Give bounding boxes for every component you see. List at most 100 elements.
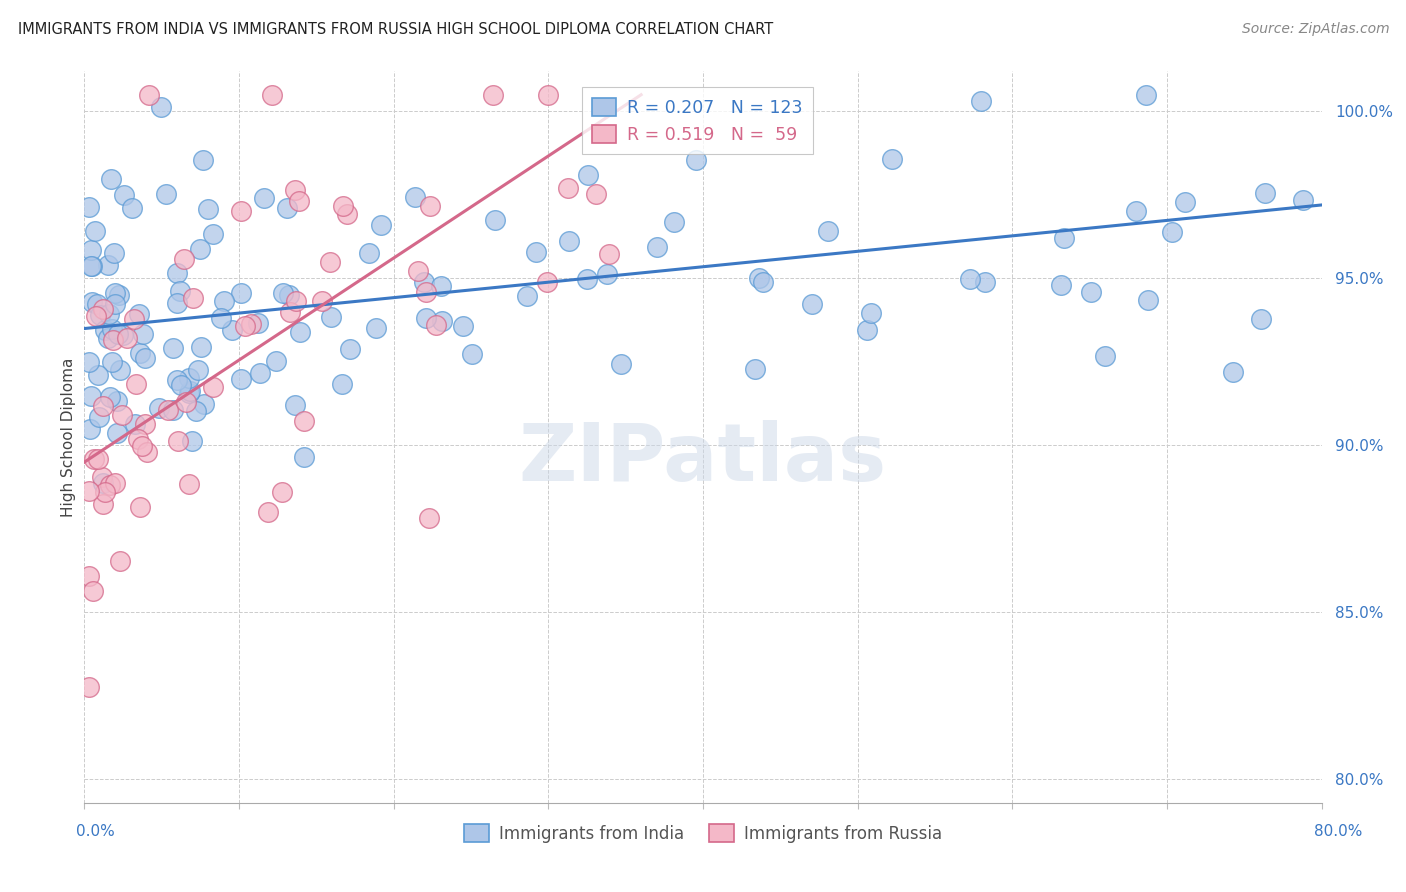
Point [87, 368, 110, 383]
Point [370, 219, 392, 233]
Point [93, 399, 115, 413]
Point [98, 478, 121, 492]
Point [180, 434, 202, 448]
Point [419, 199, 441, 213]
Point [290, 325, 312, 339]
Point [103, 246, 125, 260]
Point [404, 190, 426, 204]
Point [332, 199, 354, 213]
Text: ZIPatlas: ZIPatlas [519, 420, 887, 498]
Point [1135, 87, 1157, 102]
Point [79, 260, 101, 274]
Point [339, 342, 361, 356]
Point [537, 87, 560, 102]
Point [453, 319, 475, 334]
Point [176, 395, 198, 409]
Point [264, 353, 287, 368]
Point [276, 202, 298, 216]
Point [1137, 293, 1160, 308]
Point [415, 311, 437, 326]
Point [557, 180, 579, 194]
Point [157, 403, 180, 417]
Point [645, 239, 668, 253]
Point [83, 452, 105, 467]
Point [662, 215, 685, 229]
Point [111, 328, 134, 343]
Point [128, 306, 150, 320]
Point [93, 323, 115, 337]
Point [77, 200, 100, 214]
Point [80, 294, 103, 309]
Text: IMMIGRANTS FROM INDIA VS IMMIGRANTS FROM RUSSIA HIGH SCHOOL DIPLOMA CORRELATION : IMMIGRANTS FROM INDIA VS IMMIGRANTS FROM… [18, 22, 773, 37]
Point [430, 314, 453, 328]
Point [585, 187, 607, 202]
Point [188, 242, 211, 256]
Point [77, 354, 100, 368]
Point [1291, 193, 1313, 207]
Point [461, 347, 484, 361]
Point [77, 680, 100, 694]
Text: 80.0%: 80.0% [1315, 824, 1362, 838]
Point [970, 94, 993, 108]
Point [429, 279, 451, 293]
Point [105, 426, 128, 441]
Point [131, 439, 153, 453]
Point [131, 327, 153, 342]
Point [336, 207, 359, 221]
Point [1161, 225, 1184, 239]
Point [125, 377, 148, 392]
Point [122, 311, 145, 326]
Y-axis label: High School Diploma: High School Diploma [60, 358, 76, 516]
Point [84, 309, 107, 323]
Point [108, 287, 131, 301]
Point [77, 484, 100, 499]
Point [187, 363, 209, 377]
Point [1125, 203, 1147, 218]
Point [87, 410, 110, 425]
Point [94, 485, 117, 500]
Point [252, 191, 274, 205]
Point [575, 271, 598, 285]
Point [558, 234, 581, 248]
Point [288, 194, 311, 208]
Point [484, 213, 506, 227]
Point [271, 285, 294, 300]
Point [801, 297, 824, 311]
Point [173, 252, 195, 266]
Point [186, 404, 208, 418]
Point [256, 505, 278, 519]
Point [100, 172, 122, 186]
Point [84, 224, 107, 238]
Point [150, 100, 173, 114]
Point [177, 477, 200, 491]
Point [284, 183, 307, 197]
Point [280, 305, 302, 319]
Point [262, 87, 284, 102]
Point [82, 584, 104, 599]
Point [127, 432, 149, 446]
Point [524, 244, 547, 259]
Point [190, 340, 212, 354]
Point [179, 385, 201, 400]
Point [82, 259, 104, 273]
Point [107, 394, 129, 409]
Point [319, 310, 342, 324]
Point [166, 296, 188, 310]
Point [214, 294, 236, 309]
Point [134, 351, 156, 366]
Point [406, 264, 429, 278]
Point [1080, 285, 1102, 300]
Point [271, 485, 294, 500]
Point [77, 569, 100, 583]
Point [169, 284, 191, 298]
Point [89, 309, 111, 323]
Point [318, 255, 340, 269]
Point [97, 331, 120, 345]
Point [292, 450, 315, 465]
Point [1050, 277, 1073, 292]
Legend: Immigrants from India, Immigrants from Russia: Immigrants from India, Immigrants from R… [457, 818, 949, 849]
Point [856, 323, 879, 337]
Point [97, 307, 120, 321]
Point [166, 266, 188, 280]
Point [103, 285, 125, 300]
